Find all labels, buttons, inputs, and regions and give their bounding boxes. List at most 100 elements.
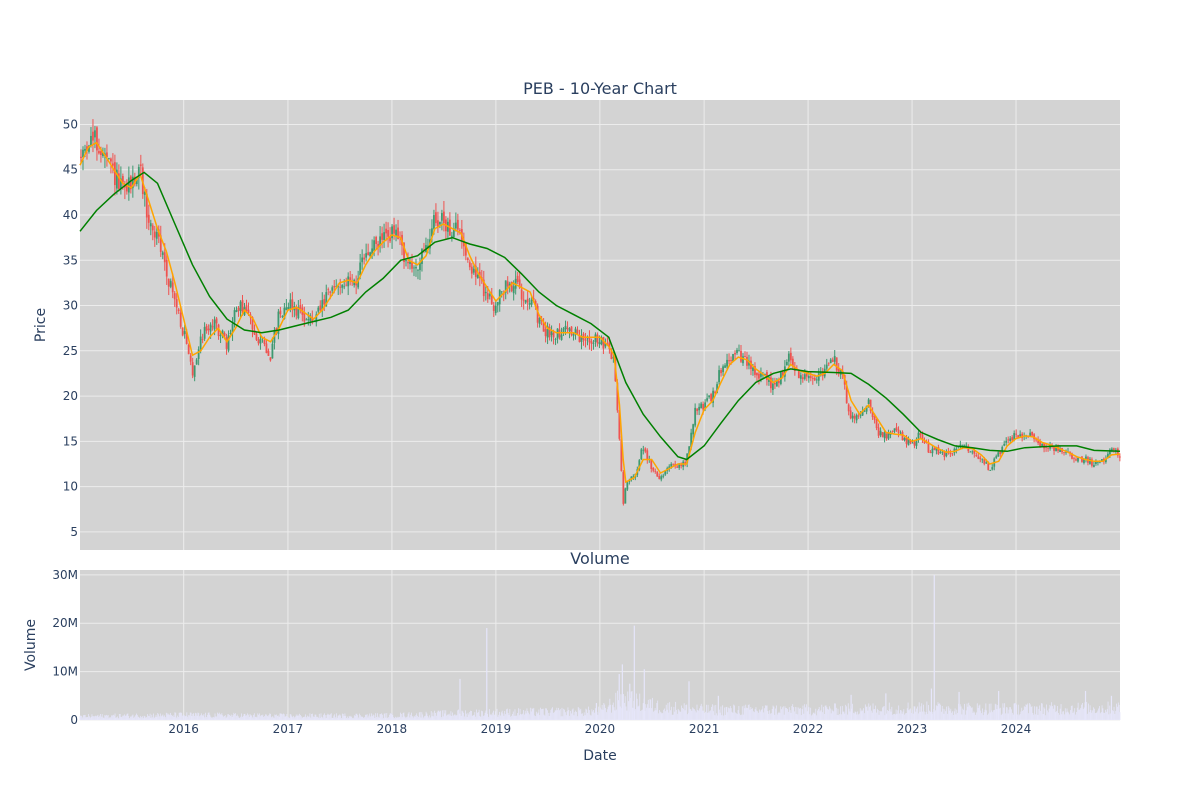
candle-up-body	[524, 300, 527, 303]
volume-bar	[741, 706, 743, 720]
volume-bar	[992, 712, 994, 720]
candle-up-body	[135, 179, 138, 185]
candle-down-body	[730, 360, 732, 361]
volume-bar	[529, 714, 530, 720]
volume-bar	[923, 704, 924, 720]
volume-bar	[260, 715, 262, 720]
candle-up-body	[1101, 459, 1103, 462]
candle-down-body	[1063, 452, 1065, 453]
volume-bar	[736, 714, 738, 720]
volume-bar	[305, 714, 307, 720]
volume-bar	[150, 717, 152, 720]
volume-bar	[859, 708, 861, 720]
candle-down-body	[247, 309, 250, 314]
volume-bar	[673, 706, 675, 720]
volume-bar	[255, 716, 257, 720]
candle-down-body	[684, 462, 687, 464]
volume-bar	[701, 706, 703, 720]
volume-bar	[401, 717, 403, 720]
volume-bar	[1015, 702, 1017, 720]
volume-bar	[716, 713, 718, 720]
volume-bar	[579, 710, 581, 720]
volume-bar	[1040, 703, 1042, 720]
volume-bar	[1021, 707, 1023, 720]
candle-up-body	[309, 315, 312, 322]
volume-y-tick-label: 20M	[52, 616, 78, 630]
volume-bar	[903, 709, 905, 720]
volume-bar	[1052, 708, 1054, 720]
volume-bar	[668, 712, 670, 720]
volume-bar	[456, 714, 458, 720]
volume-bar	[896, 713, 898, 720]
volume-bar	[935, 705, 937, 720]
candle-up-body	[939, 452, 942, 453]
candle-up-body	[907, 438, 910, 446]
volume-bar	[819, 711, 821, 720]
volume-bar	[446, 715, 448, 720]
volume-bar	[1117, 706, 1118, 720]
candle-up-body	[708, 395, 710, 398]
volume-gridlines	[80, 570, 1120, 721]
volume-spike-bar	[595, 703, 598, 720]
volume-bar	[882, 706, 884, 720]
x-tick-label: 2024	[1001, 722, 1032, 736]
volume-bar	[234, 713, 236, 720]
volume-bar	[111, 715, 113, 720]
volume-bar	[713, 705, 715, 720]
candle-up-body	[149, 223, 152, 227]
volume-bar	[1118, 704, 1120, 720]
volume-bar	[833, 711, 835, 720]
volume-bar	[1096, 712, 1098, 720]
volume-bar	[523, 710, 524, 720]
candle-down-body	[714, 391, 716, 394]
volume-bar	[180, 712, 182, 720]
volume-bar	[935, 710, 936, 720]
volume-bar	[888, 710, 889, 720]
volume-bar	[776, 705, 777, 720]
volume-bar	[737, 710, 739, 720]
volume-bar	[834, 703, 835, 720]
volume-bar	[82, 717, 83, 720]
candle-down-body	[797, 370, 800, 379]
volume-bar	[752, 708, 753, 720]
x-tick-label: 2021	[689, 722, 720, 736]
volume-bar	[1103, 712, 1105, 720]
volume-bar	[699, 708, 700, 720]
volume-bar	[956, 709, 958, 720]
candle-up-body	[738, 350, 740, 352]
candle-up-body	[359, 262, 362, 276]
volume-bar	[852, 703, 853, 720]
volume-bar	[605, 707, 606, 720]
candle-down-body	[809, 376, 812, 378]
volume-bar	[340, 715, 342, 720]
volume-bar	[348, 715, 350, 720]
volume-bar	[689, 708, 691, 720]
volume-bar	[989, 712, 991, 720]
volume-bar	[213, 717, 215, 720]
candle-up-body	[799, 375, 802, 379]
candle-down-body	[544, 329, 547, 337]
volume-bar	[480, 716, 482, 720]
x-tick-label: 2019	[481, 722, 512, 736]
volume-bar	[311, 713, 312, 720]
volume-bar	[969, 705, 970, 720]
candle-up-body	[995, 456, 998, 458]
candle-up-body	[560, 334, 563, 340]
candle-down-body	[1035, 439, 1038, 441]
candle-up-body	[931, 448, 934, 454]
volume-bar	[124, 714, 125, 720]
volume-bar	[528, 712, 530, 720]
candle-down-body	[696, 408, 699, 412]
volume-bar	[267, 716, 269, 720]
volume-bar	[460, 715, 462, 720]
volume-bar	[657, 700, 659, 720]
candle-down-body	[921, 434, 924, 440]
volume-bar	[426, 713, 428, 720]
candle-up-body	[1110, 448, 1113, 451]
volume-bar	[997, 705, 999, 720]
volume-bar	[278, 716, 280, 720]
volume-bar	[141, 716, 143, 720]
volume-bar	[302, 717, 304, 720]
volume-bar	[1011, 712, 1013, 720]
volume-bar	[929, 710, 930, 720]
